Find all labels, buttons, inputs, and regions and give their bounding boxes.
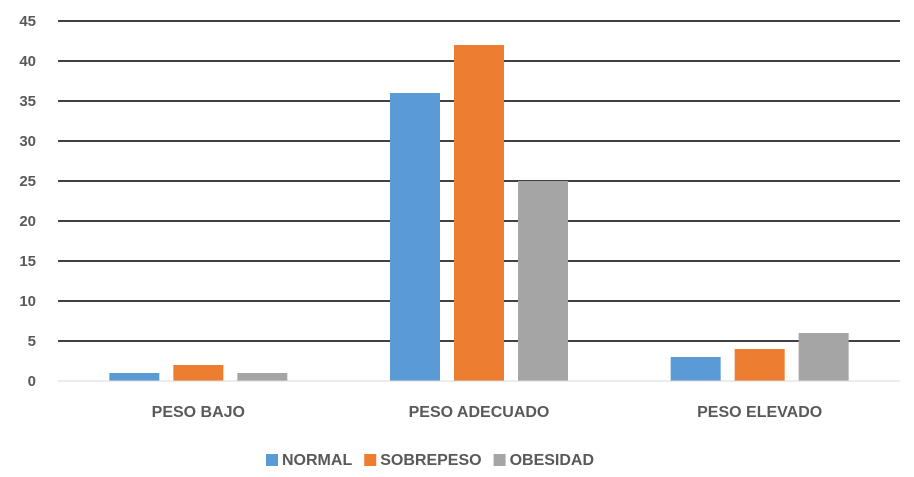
bar — [390, 93, 440, 381]
bar — [454, 45, 504, 381]
legend-swatch — [493, 454, 506, 466]
category-label: PESO ADECUADO — [409, 404, 550, 421]
bars — [109, 45, 849, 381]
bar — [237, 373, 288, 381]
y-tick-label: 30 — [19, 133, 36, 150]
y-tick-label: 10 — [19, 293, 36, 310]
legend: NORMAL SOBREPESO OBESIDAD — [266, 452, 594, 469]
bar — [798, 333, 849, 381]
y-tick-label: 40 — [19, 53, 36, 70]
y-tick-label: 15 — [19, 253, 36, 270]
legend-swatch — [364, 454, 377, 466]
category-label: PESO ELEVADO — [697, 404, 822, 421]
y-tick-label: 35 — [19, 93, 36, 110]
category-label: PESO BAJO — [152, 404, 245, 421]
bar — [518, 181, 568, 381]
y-tick-label: 25 — [19, 173, 36, 190]
y-axis-ticks: 0 5 10 15 20 25 30 35 40 45 — [19, 13, 36, 390]
category-labels: PESO BAJO PESO ADECUADO PESO ELEVADO — [152, 404, 823, 421]
legend-label: NORMAL — [282, 452, 352, 469]
bar — [109, 373, 160, 381]
bar — [734, 349, 785, 381]
y-tick-label: 20 — [19, 213, 36, 230]
y-tick-label: 5 — [28, 333, 36, 350]
y-tick-label: 0 — [28, 373, 36, 390]
legend-label: OBESIDAD — [510, 452, 594, 469]
legend-label: SOBREPESO — [380, 452, 481, 469]
bar — [670, 357, 721, 381]
bar — [173, 365, 224, 381]
y-tick-label: 45 — [19, 13, 36, 30]
legend-swatch — [266, 454, 278, 466]
